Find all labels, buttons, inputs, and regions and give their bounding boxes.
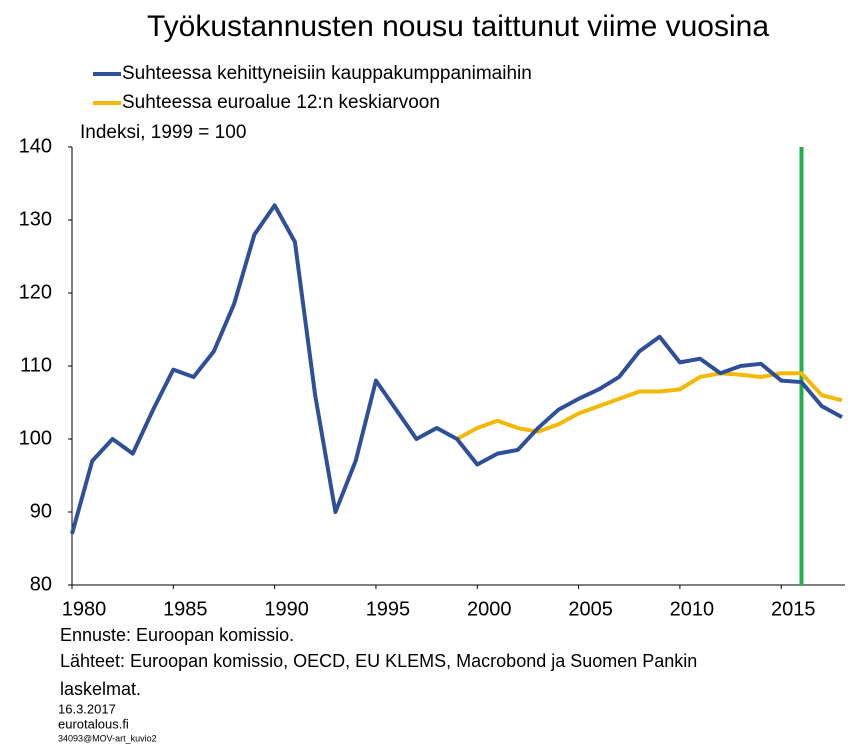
x-tick-label: 1980 [62, 598, 107, 620]
note: Ennuste: Euroopan komissio. [60, 625, 294, 645]
small-note: eurotalous.fi [58, 716, 129, 731]
y-tick-label: 140 [19, 135, 52, 157]
y-tick-label: 130 [19, 208, 52, 230]
x-tick-label: 1985 [163, 598, 208, 620]
x-tick-label: 2015 [771, 598, 816, 620]
small-note: 16.3.2017 [58, 701, 116, 716]
note: Lähteet: Euroopan komissio, OECD, EU KLE… [60, 651, 697, 671]
note: laskelmat. [60, 679, 141, 699]
y-tick-label: 100 [19, 427, 52, 449]
chart-title: Työkustannusten nousu taittunut viime vu… [147, 10, 769, 43]
y-tick-label: 80 [30, 573, 52, 595]
x-tick-label: 1995 [366, 598, 411, 620]
y-tick-label: 90 [30, 500, 52, 522]
x-tick-label: 2010 [670, 598, 715, 620]
small-note: 34093@MOV-art_kuvio2 [58, 733, 157, 743]
x-tick-label: 2000 [467, 598, 512, 620]
axis-label: Indeksi, 1999 = 100 [80, 122, 246, 143]
legend-label: Suhteessa kehittyneisiin kauppakumppanim… [122, 63, 532, 84]
y-tick-label: 110 [20, 354, 52, 376]
series-line [456, 371, 843, 441]
x-tick-label: 1990 [264, 598, 309, 620]
series-line [70, 203, 843, 535]
legend-label: Suhteessa euroalue 12:n keskiarvoon [122, 92, 440, 113]
y-tick-label: 120 [19, 281, 52, 303]
x-tick-label: 2005 [568, 598, 613, 620]
